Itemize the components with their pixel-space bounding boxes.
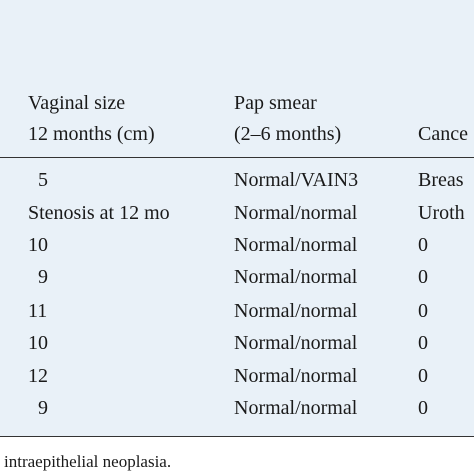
header-rule — [0, 157, 474, 158]
table-cell: 0 — [418, 234, 428, 256]
table-cell: Normal/normal — [234, 332, 358, 354]
table-cell: Normal/normal — [234, 365, 358, 387]
table-cell: 12 — [28, 365, 48, 387]
table-cell: Normal/normal — [234, 202, 358, 224]
table-cell: 5 — [38, 169, 48, 191]
table-cell: 0 — [418, 332, 428, 354]
table-cell: 0 — [418, 365, 428, 387]
table-cell: 11 — [28, 300, 48, 322]
table-cell: Normal/normal — [234, 300, 358, 322]
table-cell: Normal/normal — [234, 397, 358, 419]
header-cell: (2–6 months) — [234, 123, 342, 145]
table-cell: 0 — [418, 266, 428, 288]
table-cell: Stenosis at 12 mo — [28, 202, 170, 224]
table-cell: 0 — [418, 397, 428, 419]
header-cell: Pap smear — [234, 92, 317, 114]
footnote: intraepithelial neoplasia. — [4, 452, 172, 471]
header-cell: Cance — [418, 123, 468, 145]
table-cell: 10 — [28, 234, 48, 256]
table-cell: Normal/VAIN3 — [234, 169, 359, 191]
table-cell: Normal/normal — [234, 234, 358, 256]
table-cell: 0 — [418, 300, 428, 322]
table-cell: Uroth — [418, 202, 465, 224]
header-cell: Vaginal size — [28, 92, 126, 114]
table-cell: Normal/normal — [234, 266, 358, 288]
table-cell: Breas — [418, 169, 464, 191]
header-cell: 12 months (cm) — [28, 123, 155, 145]
bottom-rule — [0, 436, 474, 437]
table-panel — [0, 0, 474, 436]
table-cell: 10 — [28, 332, 48, 354]
table-cell: 9 — [38, 266, 48, 288]
table-cell: 9 — [38, 397, 48, 419]
